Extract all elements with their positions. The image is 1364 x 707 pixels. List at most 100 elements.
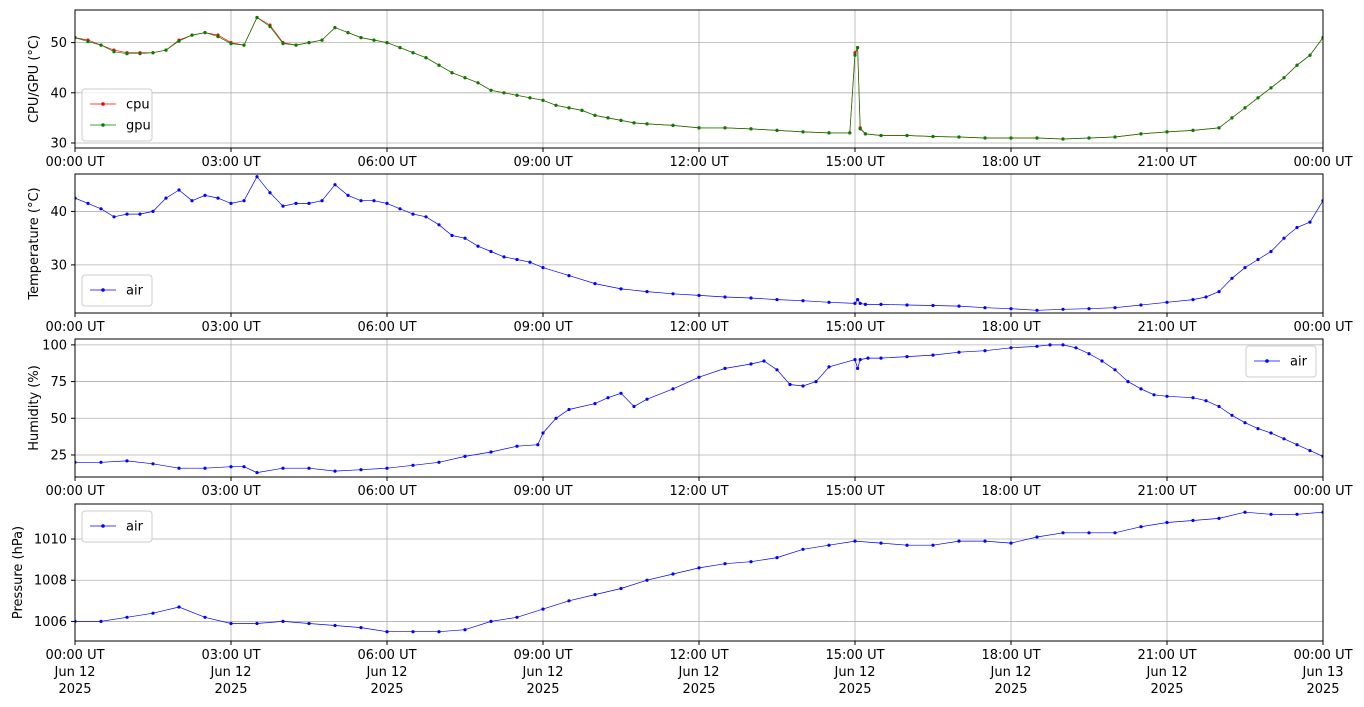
panel-4: 00:00 UT Jun 12 2025 03:00 UT Jun 12 2025 06:0…	[11, 503, 1353, 697]
data-point	[229, 42, 233, 46]
data-point	[1139, 525, 1143, 529]
data-point	[164, 196, 168, 200]
data-point	[372, 38, 376, 42]
data-point	[1308, 449, 1312, 453]
data-point	[863, 132, 868, 136]
data-point	[125, 615, 129, 619]
data-point	[863, 302, 868, 306]
y-tick-label: 1006	[34, 615, 67, 630]
data-point	[632, 404, 636, 409]
legend-label: air	[126, 520, 144, 535]
data-point	[99, 460, 103, 464]
data-point	[1126, 380, 1130, 384]
data-point	[858, 127, 862, 131]
data-point	[1087, 136, 1091, 140]
data-point	[203, 615, 207, 619]
data-point	[853, 539, 857, 543]
y-tick-label: 100	[42, 338, 67, 353]
data-point	[879, 541, 883, 545]
data-point	[723, 562, 727, 566]
data-point	[281, 619, 285, 624]
data-point	[801, 384, 805, 388]
data-point	[567, 274, 571, 278]
legend: air	[81, 274, 153, 307]
data-point	[346, 193, 350, 197]
data-point	[957, 135, 961, 139]
x-tick-date-label: Jun 12	[522, 665, 564, 680]
data-point	[151, 209, 155, 213]
y-axis-label: CPU/GPU (°C)	[27, 35, 42, 123]
x-tick-date-label: Jun 12	[834, 665, 876, 680]
data-point	[463, 628, 467, 632]
data-point	[827, 543, 831, 547]
panel-3: 00:00 UT 03:00 UT 06:00 UT 09:00 UT 12:00 UT…	[27, 338, 1353, 499]
data-point	[567, 407, 571, 412]
data-point	[1061, 531, 1065, 535]
x-tick-year-label: 2025	[526, 682, 559, 697]
data-point	[99, 619, 103, 624]
data-point	[359, 468, 363, 472]
data-point	[177, 605, 181, 609]
data-point	[1243, 106, 1247, 110]
x-tick-year-label: 2025	[214, 682, 247, 697]
data-point	[216, 35, 220, 39]
data-point	[1048, 343, 1052, 347]
plot-frame	[74, 9, 1324, 149]
data-point	[385, 41, 389, 45]
data-point	[1269, 249, 1273, 254]
data-point	[775, 298, 779, 302]
data-point	[1074, 346, 1078, 350]
y-tick-label: 50	[50, 412, 67, 427]
data-point	[1100, 359, 1104, 363]
data-point	[359, 199, 363, 203]
data-point	[1269, 86, 1273, 90]
data-point	[775, 556, 779, 560]
x-tick-label: 15:00 UT	[825, 484, 884, 499]
x-tick-label: 06:00 UT	[357, 648, 416, 663]
data-point	[580, 108, 584, 112]
y-tick-label: 30	[50, 258, 67, 273]
data-point	[333, 26, 337, 30]
data-point	[1308, 53, 1312, 57]
data-point	[1243, 421, 1247, 425]
data-point	[1165, 300, 1169, 304]
data-point	[164, 48, 168, 52]
data-point	[125, 212, 129, 216]
data-point	[1035, 308, 1039, 312]
data-point	[99, 43, 103, 47]
x-tick-label: 00:00 UT	[1293, 155, 1352, 170]
data-point	[1152, 393, 1156, 397]
data-point	[1087, 531, 1091, 535]
data-point	[1139, 387, 1143, 391]
data-point	[1035, 136, 1039, 140]
data-point	[593, 113, 597, 117]
y-tick-label: 30	[50, 136, 67, 151]
plot-frame	[74, 173, 1324, 314]
data-point	[1256, 257, 1260, 262]
data-point	[931, 543, 935, 547]
data-point	[1113, 306, 1117, 310]
data-point	[619, 391, 623, 395]
series-air	[75, 175, 1323, 312]
data-point	[619, 586, 623, 591]
legend-box	[81, 274, 153, 307]
data-point	[827, 365, 831, 369]
data-point	[1113, 531, 1117, 535]
legend-marker	[101, 524, 105, 528]
data-point	[385, 201, 389, 205]
x-tick-label: 18:00 UT	[981, 484, 1040, 499]
data-point	[827, 131, 831, 135]
x-tick-label: 00:00 UT	[1293, 484, 1352, 499]
data-point	[1269, 431, 1273, 435]
data-point	[1009, 541, 1013, 545]
data-point	[983, 349, 987, 353]
data-point	[606, 116, 610, 120]
x-tick-year-label: 2025	[370, 682, 403, 697]
data-point	[801, 547, 805, 551]
data-point	[879, 133, 883, 138]
x-tick-date-label: Jun 12	[678, 665, 720, 680]
x-tick-year-label: 2025	[1306, 682, 1339, 697]
data-point	[723, 126, 727, 130]
data-point	[931, 353, 935, 357]
